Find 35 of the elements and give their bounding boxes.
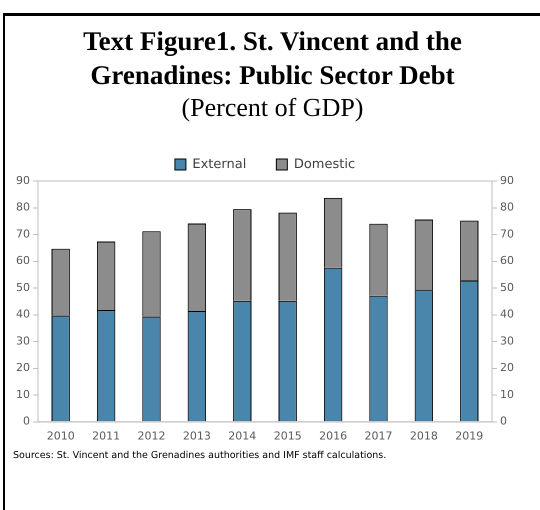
y2-tick-label: 50 bbox=[500, 280, 514, 294]
y2-tick-label: 60 bbox=[500, 254, 514, 268]
x-tick-label: 2013 bbox=[182, 429, 211, 442]
y-tick-label: 30 bbox=[16, 334, 30, 348]
legend-label: External bbox=[192, 156, 246, 172]
chart-subtitle: (Percent of GDP) bbox=[180, 92, 364, 124]
y-tick-label: 70 bbox=[16, 227, 30, 240]
x-tick-label: 2011 bbox=[92, 429, 120, 442]
y2-tick-label: 80 bbox=[500, 200, 514, 214]
x-tick-label: 2010 bbox=[46, 429, 75, 442]
y2-tick-label: 30 bbox=[500, 334, 514, 348]
y-tick-label: 60 bbox=[16, 254, 30, 268]
y-tick-label: 0 bbox=[22, 414, 30, 428]
y-tick-label: 90 bbox=[16, 174, 30, 187]
x-tick-label: 2018 bbox=[410, 429, 438, 442]
x-tick-label: 2016 bbox=[319, 429, 348, 442]
y-tick-label: 80 bbox=[16, 200, 30, 214]
y2-tick-label: 10 bbox=[500, 388, 514, 401]
y-tick-label: 20 bbox=[16, 361, 30, 374]
y2-tick-label: 70 bbox=[500, 227, 514, 240]
x-tick-label: 2012 bbox=[138, 429, 166, 442]
y-tick-label: 10 bbox=[16, 388, 30, 401]
y2-tick-label: 20 bbox=[500, 361, 514, 374]
x-tick-label: 2019 bbox=[455, 429, 484, 442]
y2-tick-label: 90 bbox=[500, 174, 514, 187]
chart-title: Text Figure1. St. Vincent and the Grenadines: Public Sector Debt bbox=[82, 25, 463, 92]
x-tick-label: 2015 bbox=[274, 429, 302, 442]
legend-label: Domestic bbox=[294, 156, 356, 172]
source-note: Sources: St. Vincent and the Grenadines authorities and IMF staff calculations. bbox=[13, 450, 388, 461]
y-tick-label: 50 bbox=[16, 280, 30, 294]
y2-tick-label: 40 bbox=[500, 308, 514, 321]
y-tick-label: 40 bbox=[16, 308, 30, 321]
x-tick-label: 2017 bbox=[364, 429, 392, 442]
x-tick-label: 2014 bbox=[228, 429, 256, 442]
y2-tick-label: 0 bbox=[500, 414, 508, 428]
